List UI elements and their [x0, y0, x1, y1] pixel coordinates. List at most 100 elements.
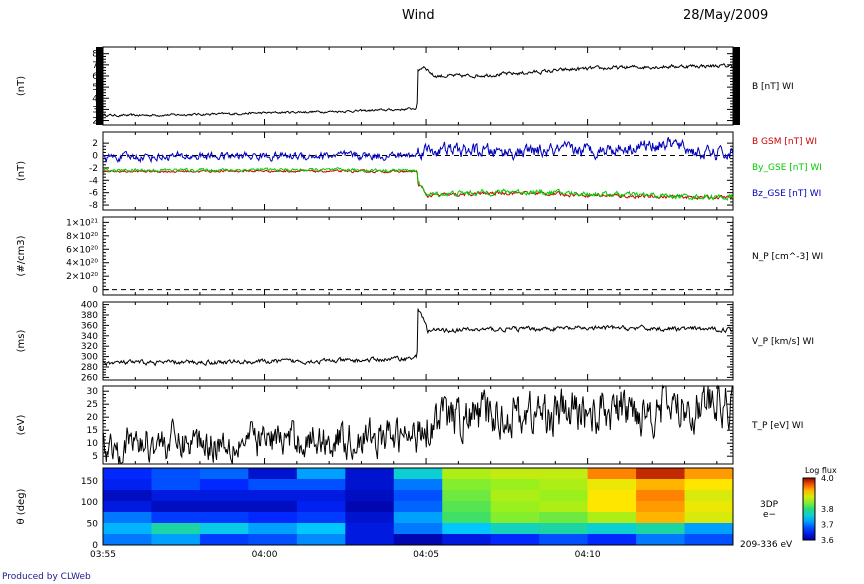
heatmap-cell [345, 468, 395, 480]
heatmap-cell [199, 479, 249, 491]
heatmap-cell [636, 479, 686, 491]
heatmap-cell [636, 501, 686, 513]
y-tick-label: 8 [92, 50, 98, 60]
heatmap-cell [393, 534, 443, 546]
heatmap-cell [442, 468, 492, 480]
legend-label: By_GSE [nT] WI [752, 163, 822, 173]
heatmap-cell [248, 512, 298, 524]
heatmap-cell [539, 534, 589, 546]
legend-label: B [nT] WI [752, 82, 794, 92]
panel-3-ylabel: (#/cm3) [16, 235, 27, 276]
heatmap-cell [248, 479, 298, 491]
heatmap-cell [199, 490, 249, 502]
y-tick-label: 4×10²⁰ [66, 259, 98, 269]
heatmap-cell [539, 490, 589, 502]
heatmap-cell [103, 490, 152, 502]
series-line-2-3 [102, 136, 734, 164]
y-tick-label: 20 [87, 413, 99, 423]
heatmap-cell [296, 468, 346, 480]
heatmap-cell [684, 534, 734, 546]
heatmap-cell [345, 479, 395, 491]
legend-label: B GSM [nT] WI [752, 137, 817, 147]
heatmap-cell [151, 534, 201, 546]
heatmap-cell [442, 534, 492, 546]
y-tick-label: 0 [92, 152, 98, 162]
colorbar-title: Log flux [805, 466, 837, 475]
y-tick-label: 3 [92, 105, 98, 115]
y-tick-label: 2 [92, 117, 98, 127]
x-tick-label: 04:10 [575, 550, 601, 560]
footer-credit: Produced by CLWeb [2, 572, 91, 582]
heatmap-cell [587, 490, 637, 502]
axis-tick-band [733, 47, 740, 125]
y-tick-label: 15 [87, 426, 98, 436]
heatmap-cell [539, 468, 589, 480]
heatmap-cell [636, 490, 686, 502]
heatmap-cell [393, 512, 443, 524]
plot-title: Wind [402, 8, 435, 23]
y-tick-label: 4 [92, 94, 98, 104]
heatmap-cell [296, 523, 346, 535]
heatmap-cell [103, 468, 152, 480]
heatmap-cell [103, 523, 152, 535]
y-tick-label: 5 [92, 452, 98, 462]
heatmap-cell [345, 523, 395, 535]
y-tick-label: 260 [81, 373, 98, 383]
heatmap-cell [684, 468, 734, 480]
panel-3-frame [102, 216, 734, 296]
y-tick-label: 25 [87, 400, 98, 410]
y-tick-label: 280 [81, 363, 98, 373]
heatmap-cell [684, 501, 734, 513]
y-tick-label: 8×10²⁰ [66, 232, 98, 242]
heatmap-cell [151, 523, 201, 535]
y-tick-label: 1×10²¹ [66, 218, 98, 228]
heatmap-cell [684, 512, 734, 524]
series-line-4-1 [102, 308, 734, 367]
panel-5-ylabel: (eV) [16, 415, 27, 436]
y-tick-label: 360 [81, 321, 98, 331]
heatmap-cell [248, 523, 298, 535]
y-tick-label: 0 [92, 286, 98, 296]
heatmap-cell [151, 479, 201, 491]
x-tick-label: 04:05 [413, 550, 439, 560]
heatmap-cell [393, 490, 443, 502]
y-tick-label: 7 [92, 61, 98, 71]
heatmap-cell [151, 512, 201, 524]
heatmap-cell [636, 512, 686, 524]
heatmap-cell [248, 501, 298, 513]
heatmap-cell [199, 523, 249, 535]
heatmap-cell [199, 534, 249, 546]
legend-label: N_P [cm^-3] WI [752, 252, 823, 262]
heatmap-cell [490, 468, 540, 480]
heatmap-cell [684, 479, 734, 491]
heatmap-cell [490, 534, 540, 546]
heatmap-cell [151, 468, 201, 480]
heatmap-cell [587, 523, 637, 535]
heatmap-cell [296, 501, 346, 513]
series-line-2-2 [102, 167, 734, 202]
heatmap-cell [442, 479, 492, 491]
y-tick-label: -2 [89, 164, 98, 174]
heatmap-cell [103, 534, 152, 546]
heatmap-cell [684, 490, 734, 502]
heatmap-cell [103, 512, 152, 524]
heatmap-cell [296, 512, 346, 524]
y-tick-label: 6 [92, 72, 98, 82]
legend-label: T_P [eV] WI [751, 421, 803, 431]
panel-1-ylabel: (nT) [16, 76, 27, 96]
heatmap-cell [539, 501, 589, 513]
heatmap-cell [539, 479, 589, 491]
heatmap-cell [199, 512, 249, 524]
colorbar [802, 477, 816, 541]
y-tick-label: -6 [89, 189, 98, 199]
legend-label: V_P [km/s] WI [752, 337, 814, 347]
heatmap-cell [151, 490, 201, 502]
heatmap-cell [587, 512, 637, 524]
heatmap-cell [539, 512, 589, 524]
heatmap-cell [248, 490, 298, 502]
series-line-1-1 [102, 62, 734, 118]
colorbar-tick-label: 3.7 [821, 521, 834, 530]
heatmap-cell [296, 479, 346, 491]
heatmap-cell [393, 501, 443, 513]
heatmap-cell [442, 490, 492, 502]
